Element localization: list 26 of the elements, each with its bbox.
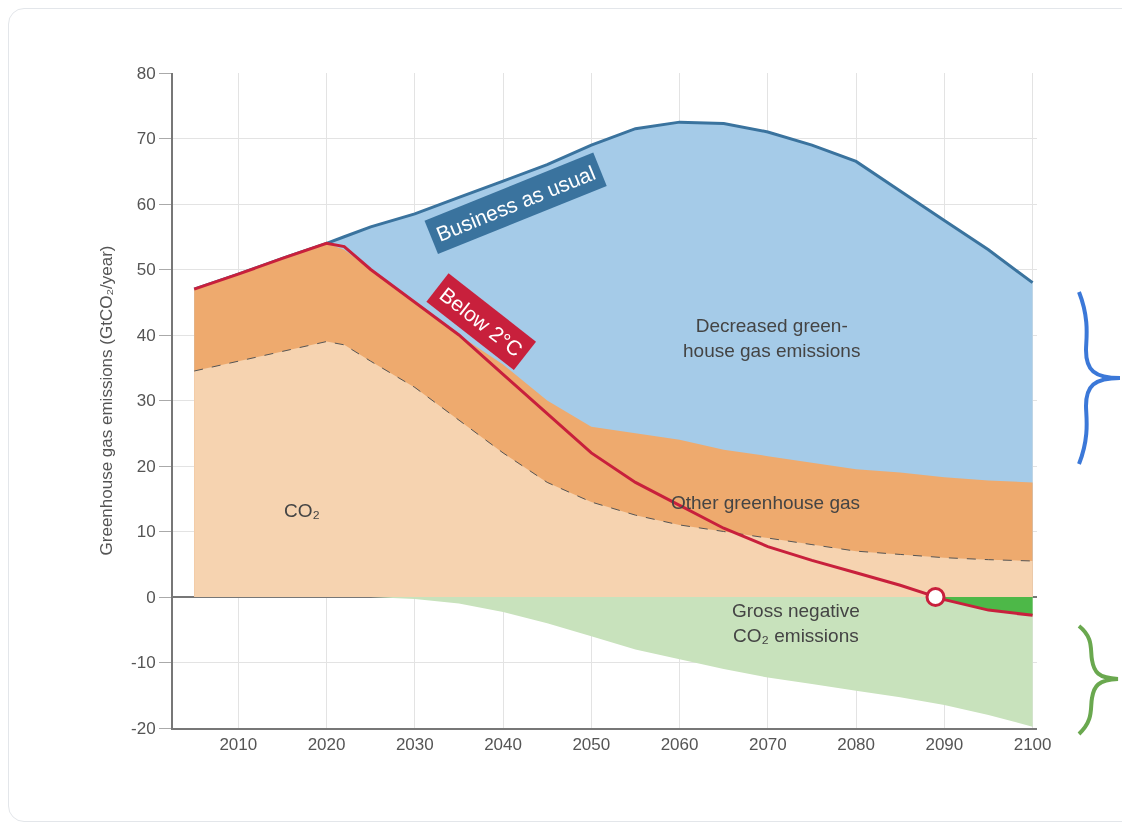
x-tick-label: 2030 <box>395 735 434 755</box>
x-tick-label: 2040 <box>484 735 522 755</box>
series-label: Decreased green- house gas emissions <box>683 315 861 361</box>
x-tick-label: 2080 <box>837 735 875 755</box>
y-axis-title: Greenhouse gas emissions (GtCO₂/year) <box>97 245 117 556</box>
y-tick-label: 30 <box>136 391 156 411</box>
y-tick-label: 80 <box>136 63 156 83</box>
x-tick-label: 2090 <box>925 735 964 755</box>
series-label: CO₂ <box>284 500 320 521</box>
x-tick-label: 2050 <box>572 735 611 755</box>
x-tick-label: 2070 <box>748 735 787 755</box>
y-tick-label: -10 <box>131 653 156 673</box>
x-tick-label: 2100 <box>1013 735 1052 755</box>
x-tick-label: 2010 <box>219 735 258 755</box>
y-tick-label: 70 <box>136 129 156 149</box>
y-tick-label: 20 <box>136 456 156 476</box>
y-tick-label: 50 <box>136 260 156 280</box>
x-tick-label: 2060 <box>660 735 699 755</box>
y-tick-label: -20 <box>131 718 156 738</box>
y-tick-label: 10 <box>136 522 156 542</box>
y-tick-label: 60 <box>136 194 156 214</box>
y-tick-label: 0 <box>146 587 156 607</box>
series-label: Gross negative CO₂ emissions <box>732 600 860 646</box>
x-tick-label: 2020 <box>307 735 346 755</box>
series-label: Other greenhouse gas <box>671 492 861 513</box>
y-tick-label: 40 <box>136 325 156 345</box>
